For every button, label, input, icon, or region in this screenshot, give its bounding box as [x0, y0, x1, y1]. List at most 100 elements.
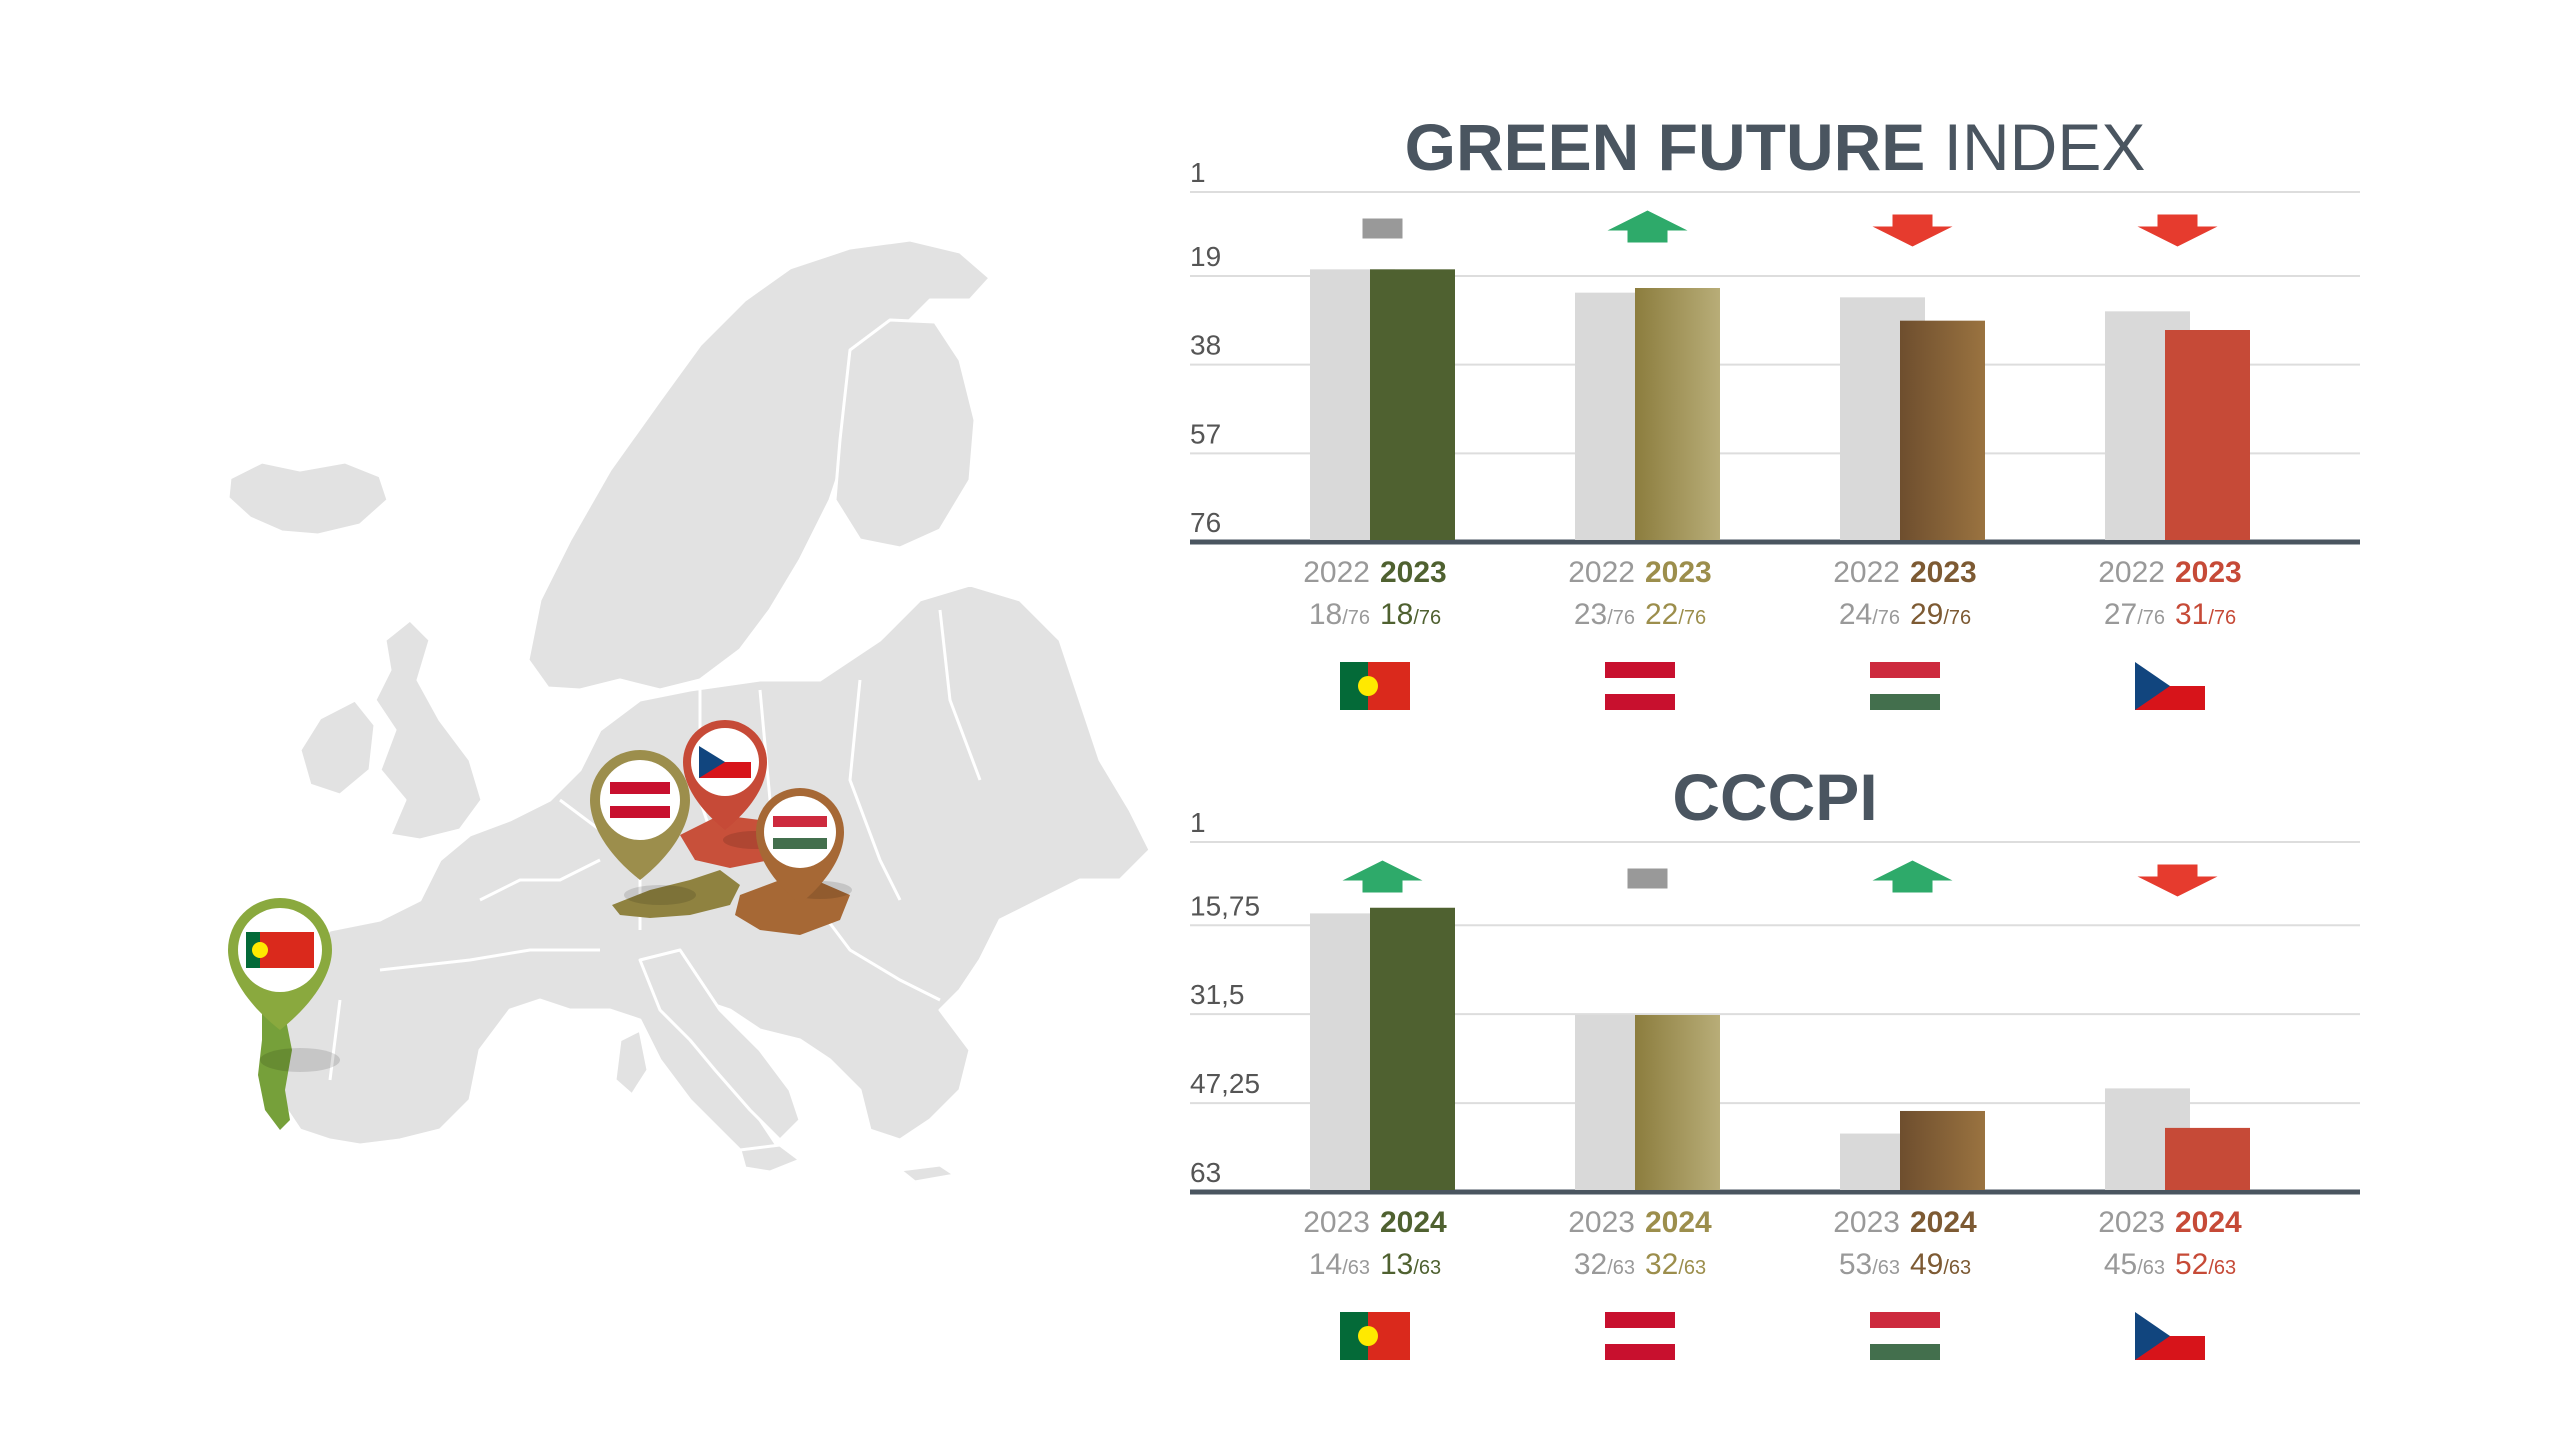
bar-curr-czech	[2165, 330, 2250, 540]
rank-curr-label: 18/76	[1380, 598, 1441, 631]
rank-curr-label: 52/63	[2175, 1248, 2236, 1281]
trend-up-icon	[1342, 860, 1423, 893]
y-tick-label: 57	[1190, 418, 1221, 449]
flag-white	[1870, 1328, 1940, 1344]
unchanged-marker	[1627, 868, 1668, 889]
sardinia-shape	[613, 1028, 650, 1097]
austria-region	[612, 870, 740, 918]
year-curr-label: 2024	[1645, 1206, 1712, 1239]
year-prev-label: 2023	[1303, 1206, 1370, 1239]
hungary-region	[735, 880, 850, 935]
ireland-shape	[298, 698, 377, 797]
rank-prev-value: 27	[2104, 598, 2137, 631]
portugal-flag	[246, 932, 314, 968]
year-prev-label: 2023	[1833, 1206, 1900, 1239]
rank-prev-total: /63	[1607, 1257, 1635, 1279]
flag-white	[1605, 1328, 1675, 1344]
rank-curr-total: /63	[2208, 1257, 2236, 1279]
flag-emblem	[1358, 676, 1378, 696]
rank-curr-total: /76	[1943, 607, 1971, 629]
rank-prev-total: /76	[1342, 607, 1370, 629]
y-tick-label: 1	[1190, 157, 1206, 188]
bar-curr-austria	[1635, 1015, 1720, 1190]
rank-curr-value: 32	[1645, 1248, 1678, 1281]
iceland-shape	[226, 460, 390, 537]
arrow-down-shape	[2137, 214, 2218, 247]
portugal-pin[interactable]	[228, 898, 332, 1030]
flag-red-top	[1605, 662, 1675, 678]
austria-pin[interactable]	[590, 750, 690, 880]
arrow-up-shape	[1607, 210, 1688, 243]
rank-prev-value: 14	[1309, 1248, 1342, 1281]
unchanged-marker	[1362, 218, 1403, 239]
trend-same-icon	[1362, 218, 1403, 239]
rank-prev-label: 27/76	[2104, 598, 2165, 631]
rank-prev-value: 45	[2104, 1248, 2137, 1281]
rank-curr-label: 29/76	[1910, 598, 1971, 631]
rank-prev-value: 18	[1309, 598, 1342, 631]
rank-curr-value: 52	[2175, 1248, 2208, 1281]
rank-curr-value: 13	[1380, 1248, 1413, 1281]
flag-red	[1870, 1312, 1940, 1328]
bar-curr-hungary	[1900, 1110, 1985, 1190]
rank-prev-total: /76	[1607, 607, 1635, 629]
trend-down-icon	[1872, 214, 1953, 247]
year-curr-label: 2023	[1645, 556, 1712, 589]
y-tick-label: 31,5	[1190, 979, 1245, 1010]
rank-curr-label: 31/76	[2175, 598, 2236, 631]
y-tick-label: 76	[1190, 507, 1221, 538]
austria-flag	[1605, 662, 1675, 710]
rank-curr-label: 49/63	[1910, 1248, 1971, 1281]
chart-title: CCCPI	[1672, 760, 1877, 834]
charts-area: GREEN FUTURE INDEX 1 19 38 57 76 2022 2023 18/76…	[1190, 110, 2360, 1360]
czech-pin[interactable]	[683, 720, 767, 830]
chart-title-bold: CCCPI	[1672, 760, 1877, 834]
rank-curr-total: /63	[1413, 1257, 1441, 1279]
rank-curr-total: /76	[1413, 607, 1441, 629]
year-curr-label: 2023	[1910, 556, 1977, 589]
rank-prev-value: 24	[1839, 598, 1872, 631]
rank-prev-total: /76	[2137, 607, 2165, 629]
arrow-up-shape	[1342, 860, 1423, 893]
europe-map	[226, 238, 1152, 1184]
rank-curr-total: /76	[1678, 607, 1706, 629]
rank-curr-label: 32/63	[1645, 1248, 1706, 1281]
trend-down-icon	[2137, 214, 2218, 247]
flag-red	[1870, 662, 1940, 678]
year-curr-label: 2023	[2175, 556, 2242, 589]
chart-title-light: INDEX	[1925, 110, 2145, 184]
year-prev-label: 2022	[1833, 556, 1900, 589]
portugal-flag	[1340, 1312, 1410, 1360]
sicily-shape	[738, 1143, 802, 1174]
rank-prev-total: /76	[1872, 607, 1900, 629]
flag-emblem	[1358, 1326, 1378, 1346]
year-curr-label: 2024	[1380, 1206, 1447, 1239]
flag-triangle	[2135, 662, 2170, 710]
year-prev-label: 2022	[1568, 556, 1635, 589]
arrow-up-shape	[1872, 860, 1953, 893]
czech-flag	[2135, 662, 2205, 710]
rank-curr-value: 29	[1910, 598, 1943, 631]
rank-prev-label: 14/63	[1309, 1248, 1370, 1281]
bar-curr-czech	[2165, 1127, 2250, 1190]
rank-curr-total: /63	[1943, 1257, 1971, 1279]
trend-down-icon	[2137, 864, 2218, 897]
finland-shape	[833, 318, 977, 550]
portugal-flag	[1340, 662, 1410, 710]
rank-prev-label: 18/76	[1309, 598, 1370, 631]
rank-curr-label: 13/63	[1380, 1248, 1441, 1281]
y-tick-label: 38	[1190, 330, 1221, 361]
y-tick-label: 19	[1190, 241, 1221, 272]
year-prev-label: 2022	[1303, 556, 1370, 589]
flag-green	[1870, 694, 1940, 710]
bar-curr-hungary	[1900, 320, 1985, 540]
hungary-flag-pin	[773, 816, 827, 849]
hungary-flag	[1870, 662, 1940, 710]
portugal-region	[258, 1010, 292, 1130]
y-tick-label: 47,25	[1190, 1068, 1260, 1099]
italy-shape	[638, 948, 802, 1142]
hungary-pin[interactable]	[756, 788, 844, 904]
rank-prev-value: 32	[1574, 1248, 1607, 1281]
y-tick-label: 15,75	[1190, 890, 1260, 921]
